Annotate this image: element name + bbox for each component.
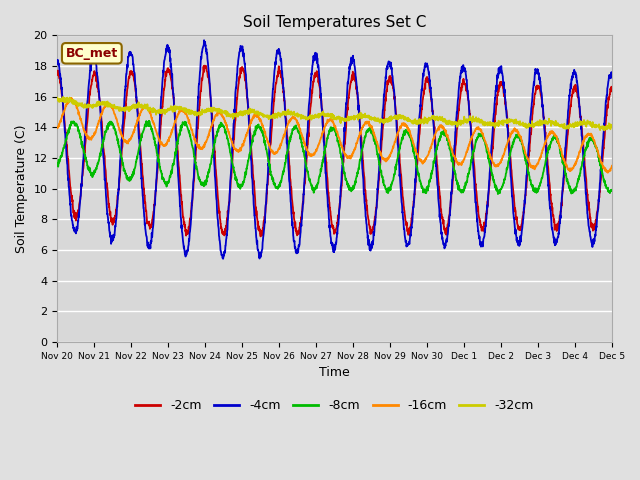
Title: Soil Temperatures Set C: Soil Temperatures Set C bbox=[243, 15, 426, 30]
Text: BC_met: BC_met bbox=[66, 47, 118, 60]
X-axis label: Time: Time bbox=[319, 366, 350, 379]
Y-axis label: Soil Temperature (C): Soil Temperature (C) bbox=[15, 124, 28, 253]
Legend: -2cm, -4cm, -8cm, -16cm, -32cm: -2cm, -4cm, -8cm, -16cm, -32cm bbox=[131, 394, 539, 417]
